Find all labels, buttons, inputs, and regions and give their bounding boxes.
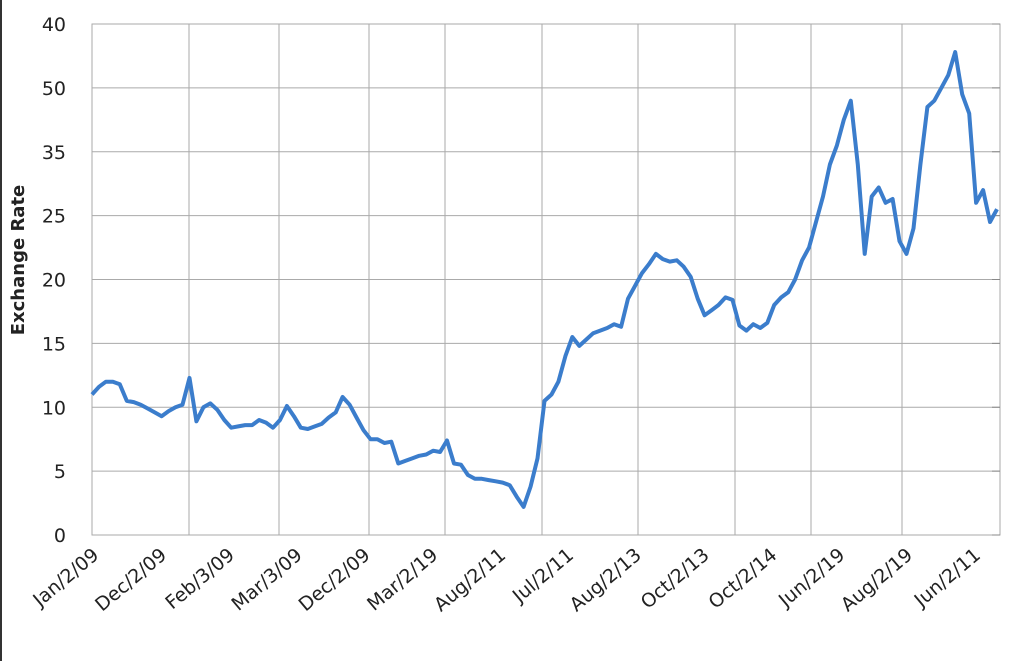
y-axis-label: Exchange Rate	[8, 185, 29, 336]
y-tick-label: 10	[42, 397, 66, 419]
y-tick-label: 35	[42, 142, 66, 164]
y-tick-label: 25	[42, 206, 66, 228]
line	[90, 50, 999, 509]
y-tick-label: 5	[54, 461, 66, 483]
y-tick-label: 15	[42, 333, 66, 355]
y-tick-label: 50	[42, 78, 66, 100]
y-tick-label: 0	[54, 525, 66, 547]
y-tick-label: 40	[42, 14, 66, 36]
y-tick-label: 20	[42, 270, 66, 292]
